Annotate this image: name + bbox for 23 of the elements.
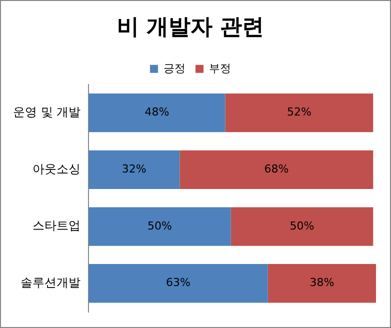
bar xyxy=(230,207,374,246)
legend-label: 부정 xyxy=(209,62,231,75)
y-tick-label: 스타트업 xyxy=(32,218,81,233)
bar xyxy=(180,150,374,190)
data-label: 32% xyxy=(122,162,146,176)
bar xyxy=(88,207,231,246)
data-label: 38% xyxy=(310,276,334,290)
data-label: 68% xyxy=(264,162,289,176)
bar xyxy=(268,264,376,303)
data-label: 50% xyxy=(290,219,314,232)
bar xyxy=(88,150,180,190)
legend-label: 긍정 xyxy=(164,62,186,75)
data-label: 52% xyxy=(286,106,312,119)
data-label: 48% xyxy=(144,106,170,119)
data-label: 63% xyxy=(166,276,190,290)
y-tick-label: 운영 및 개발 xyxy=(12,104,81,119)
data-label: 50% xyxy=(148,219,172,232)
chart-title: 비 개발자 관련 xyxy=(116,14,264,40)
bar xyxy=(225,93,374,132)
bar xyxy=(88,264,268,303)
y-tick-label: 솔루션개발 xyxy=(20,276,81,290)
bar xyxy=(88,93,226,132)
y-tick-label: 아웃소싱 xyxy=(32,162,81,176)
